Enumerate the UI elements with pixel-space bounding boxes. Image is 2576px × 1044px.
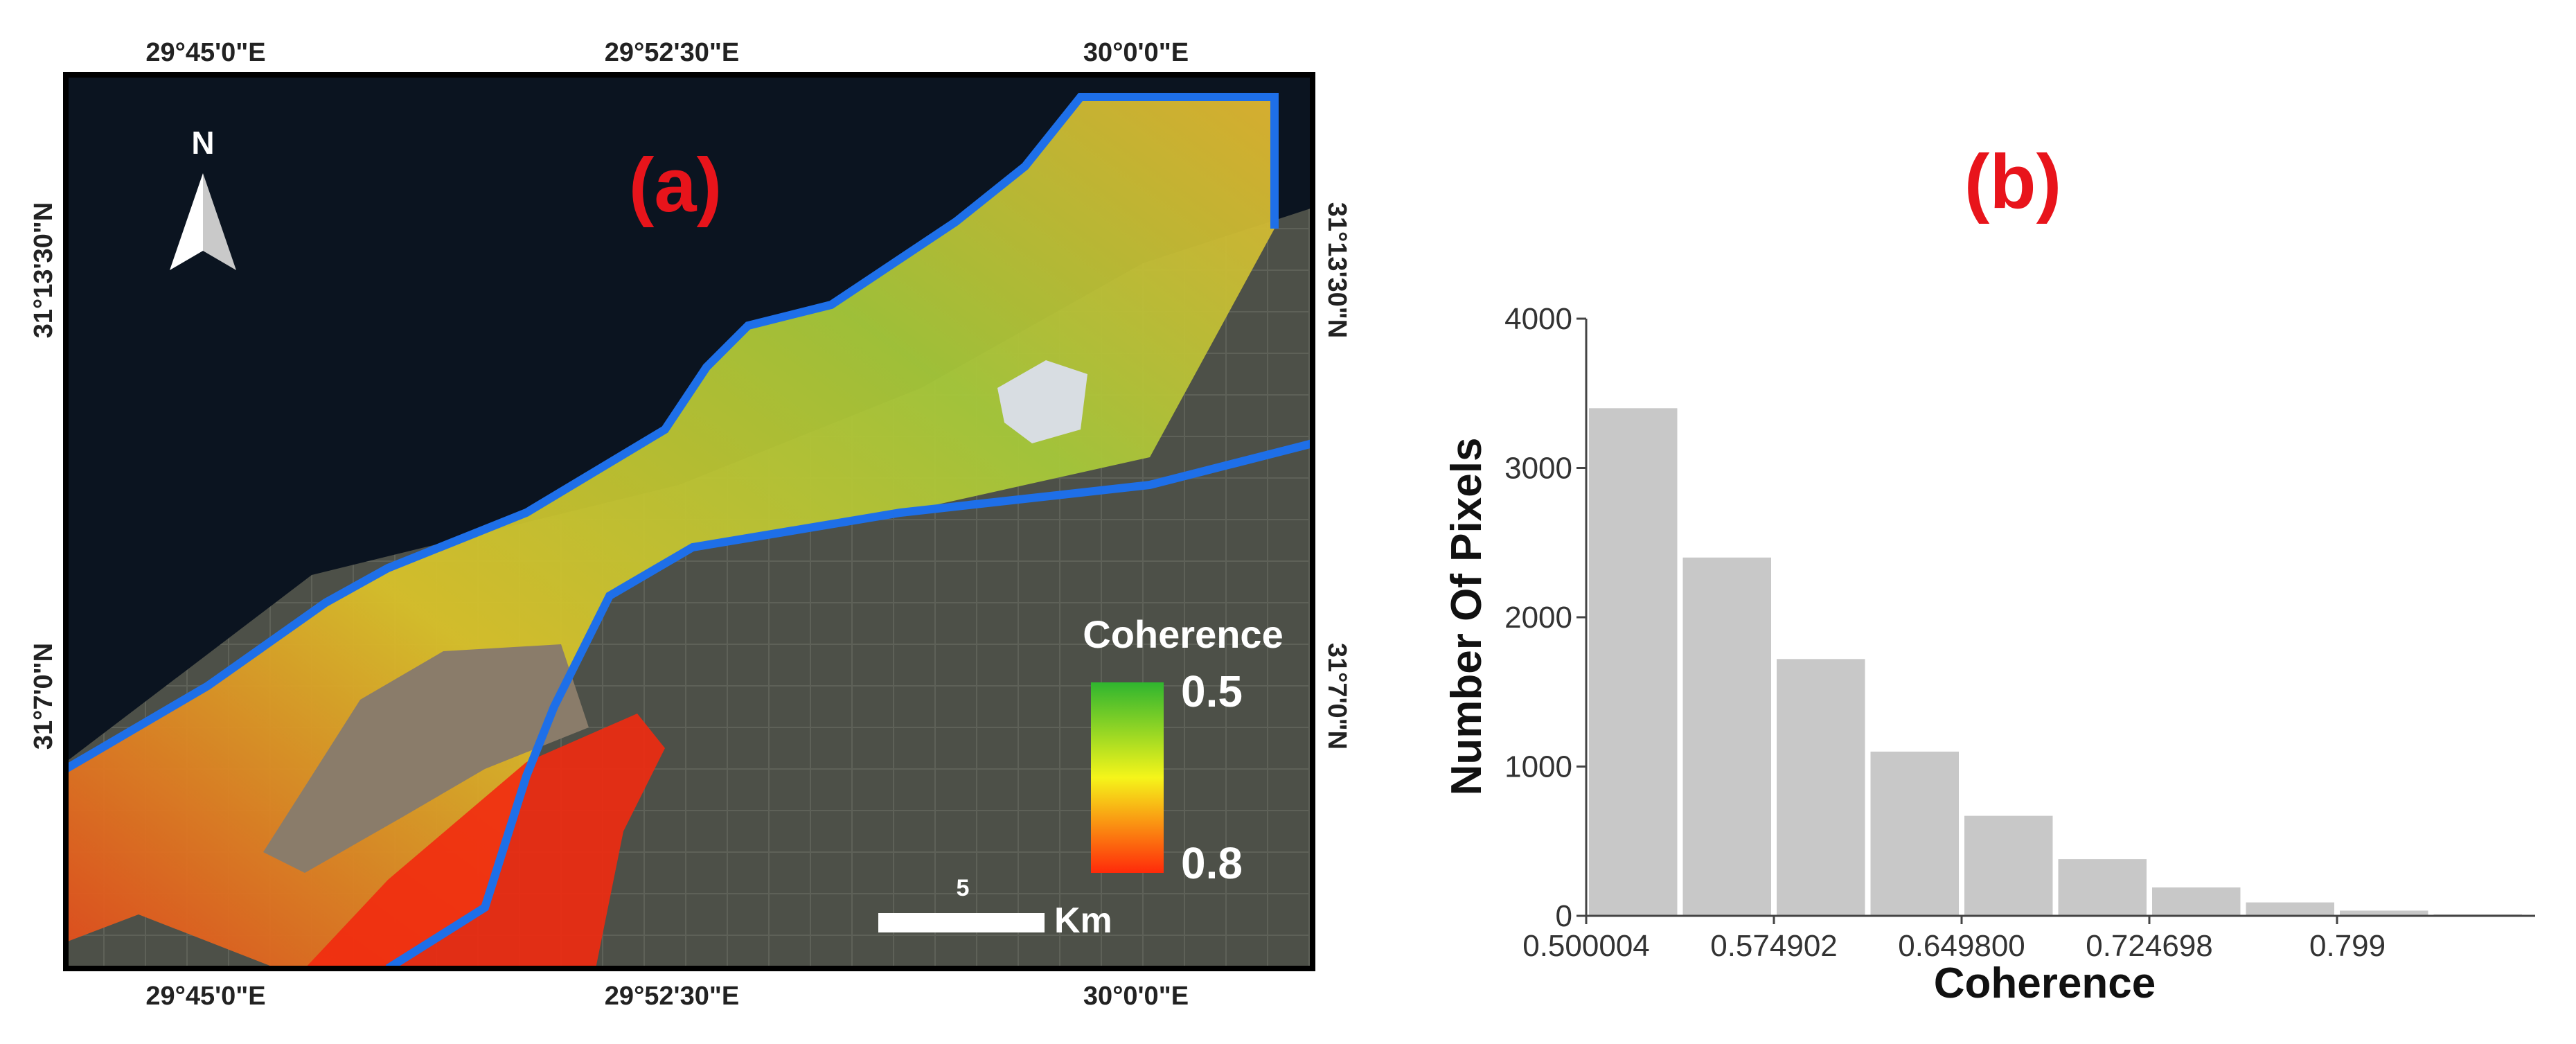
y-tick-label-1: 1000: [1504, 750, 1572, 784]
scale-bar: 5 Km: [878, 875, 1112, 941]
y-tick-label-2: 2000: [1504, 601, 1572, 635]
histogram-bar-6: [2058, 859, 2147, 916]
bottom-lon-label-1: 29°45'0"E: [145, 982, 265, 1011]
legend-bottom-value: 0.8: [1181, 838, 1243, 888]
panel-label-b: (b): [1964, 139, 2061, 224]
y-tick-label-4: 4000: [1504, 302, 1572, 336]
right-lat-label-1: 31°13'30"N: [1322, 202, 1351, 339]
study-area-boundary: [66, 93, 1279, 773]
north-arrow: N: [170, 125, 236, 270]
x-tick-label-0: 0.500004: [1522, 929, 1650, 963]
scale-bar-unit: Km: [1054, 901, 1112, 941]
histogram-bar-5: [1964, 815, 2053, 916]
y-tick-label-3: 3000: [1504, 452, 1572, 486]
bottom-lon-label-3: 30°0'0"E: [1083, 982, 1189, 1011]
scale-bar-rect: [878, 913, 1045, 932]
histogram-bar-7: [2152, 887, 2241, 916]
scale-bar-value: 5: [957, 875, 970, 901]
top-lon-label-2: 29°52'30"E: [605, 38, 739, 67]
lake-white: [997, 360, 1087, 443]
coherence-legend: Coherence 0.5 0.8: [1083, 612, 1283, 888]
legend-top-value: 0.5: [1181, 666, 1243, 716]
x-axis-ticks: 0.500004 0.574902 0.649800 0.724698 0.799: [1522, 916, 2386, 963]
legend-title: Coherence: [1083, 612, 1283, 656]
map-panel: [66, 75, 1313, 968]
y-axis-ticks: 0 1000 2000 3000 4000: [1504, 302, 1586, 933]
x-tick-label-2: 0.649800: [1898, 929, 2025, 963]
y-axis-title: Number Of Pixels: [1443, 438, 1491, 796]
panel-label-a: (a): [629, 143, 722, 228]
study-area-boundary-south: [385, 439, 1313, 968]
map-frame: [63, 72, 1315, 971]
x-tick-label-4: 0.799: [2309, 929, 2386, 963]
right-lat-label-2: 31°7'0"N: [1322, 643, 1351, 750]
y-tick-label-0: 0: [1556, 899, 1572, 933]
histogram-bars: [1589, 408, 2522, 916]
x-tick-label-1: 0.574902: [1710, 929, 1838, 963]
histogram-bar-8: [2246, 902, 2334, 916]
top-lon-label-3: 30°0'0"E: [1083, 38, 1189, 67]
top-lon-label-1: 29°45'0"E: [145, 38, 265, 67]
legend-color-ramp: [1091, 682, 1164, 873]
high-coherence-zone: [305, 714, 665, 968]
left-lat-label-2: 31°7'0"N: [29, 643, 58, 750]
histogram-bar-2: [1682, 557, 1771, 916]
north-arrow-icon: [170, 173, 203, 270]
histogram-bar-1: [1589, 408, 1678, 916]
left-lat-label-1: 31°13'30"N: [29, 202, 58, 339]
histogram-bar-3: [1777, 659, 1865, 916]
histogram-bar-9: [2340, 910, 2428, 916]
bottom-lon-label-2: 29°52'30"E: [605, 982, 739, 1011]
north-label: N: [191, 125, 214, 161]
x-axis-title: Coherence: [1934, 959, 2156, 1007]
x-tick-label-3: 0.724698: [2086, 929, 2213, 963]
histogram-bar-4: [1870, 751, 1959, 916]
salt-lake: [263, 644, 589, 873]
